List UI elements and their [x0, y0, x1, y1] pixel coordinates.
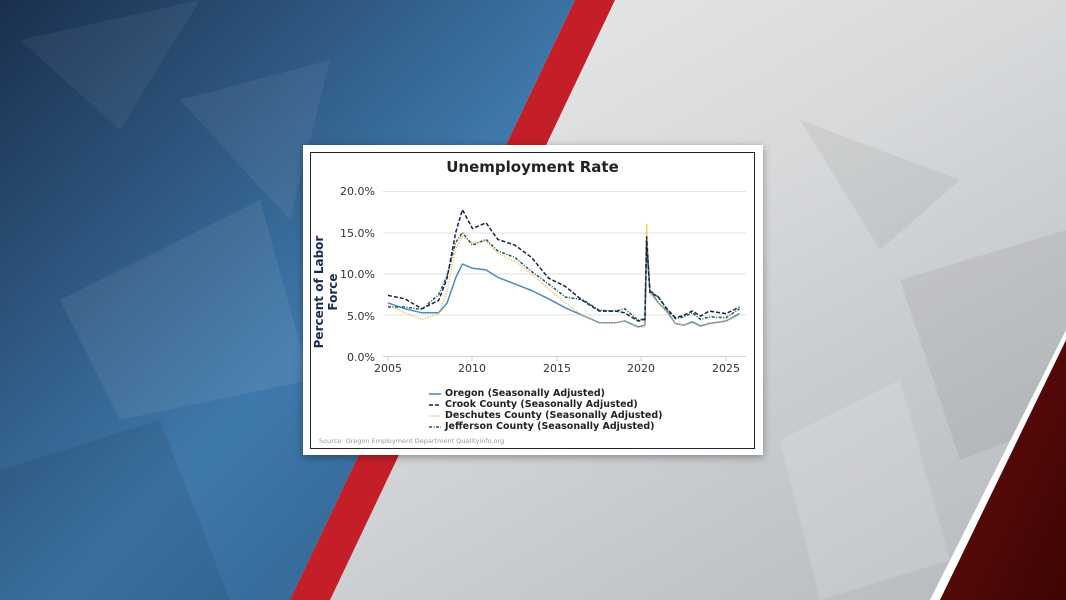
- x-tick-2020: 2020: [627, 362, 655, 375]
- legend-label: Jefferson County (Seasonally Adjusted): [445, 421, 655, 432]
- dashdot-line-icon: [429, 425, 441, 428]
- legend-label: Deschutes County (Seasonally Adjusted): [445, 410, 663, 421]
- x-axis-ticks: [387, 356, 727, 361]
- legend-item-deschutes[interactable]: Deschutes County (Seasonally Adjusted): [429, 410, 663, 421]
- y-tick-20: 20.0%: [340, 185, 375, 198]
- chart-title: Unemployment Rate: [446, 158, 619, 176]
- y-tick-5: 5.0%: [347, 310, 375, 323]
- legend-label: Crook County (Seasonally Adjusted): [445, 399, 638, 410]
- plot-area: [383, 191, 746, 361]
- y-tick-10: 10.0%: [340, 268, 375, 281]
- legend-item-crook[interactable]: Crook County (Seasonally Adjusted): [429, 399, 663, 410]
- y-tick-0: 0.0%: [347, 351, 375, 364]
- x-tick-2005: 2005: [374, 362, 402, 375]
- solid-line-icon: [429, 392, 441, 395]
- chart-card: Unemployment Rate Percent of Labor Force…: [303, 145, 763, 455]
- legend-label: Oregon (Seasonally Adjusted): [445, 388, 605, 399]
- chart-frame: Unemployment Rate Percent of Labor Force…: [310, 152, 755, 449]
- x-tick-2015: 2015: [543, 362, 571, 375]
- legend-item-oregon[interactable]: Oregon (Seasonally Adjusted): [429, 388, 663, 399]
- x-tick-2025: 2025: [712, 362, 740, 375]
- series-line: [387, 208, 740, 322]
- series-line: [387, 223, 740, 329]
- x-tick-2010: 2010: [458, 362, 486, 375]
- gridlines: [383, 191, 746, 357]
- legend-item-jefferson[interactable]: Jefferson County (Seasonally Adjusted): [429, 421, 663, 432]
- y-tick-15: 15.0%: [340, 227, 375, 240]
- series-lines: [387, 208, 740, 329]
- dashed-line-icon: [429, 403, 441, 406]
- legend: Oregon (Seasonally Adjusted) Crook Count…: [429, 388, 663, 432]
- dotted-line-icon: [429, 414, 441, 417]
- source-note: Source: Oregon Employment Department Qua…: [319, 437, 505, 445]
